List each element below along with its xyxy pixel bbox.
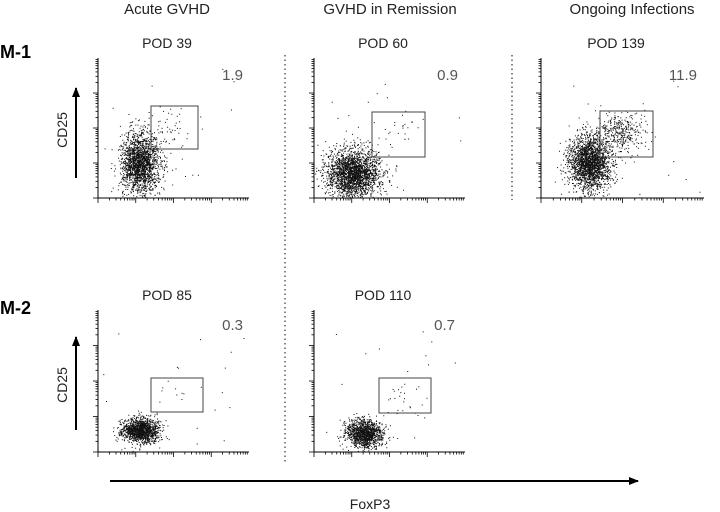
axis-ticks <box>536 59 703 203</box>
treg-gate <box>150 377 204 413</box>
scatter-points <box>104 68 235 198</box>
scatter-points <box>554 80 701 198</box>
plot-panel-pod-110: POD 110 0.7 <box>309 287 465 457</box>
scatter-points <box>326 331 456 452</box>
treg-gate <box>599 110 654 158</box>
gate-percentage: 11.9 <box>669 67 697 84</box>
axis-ticks <box>309 59 464 203</box>
plot-panel-pod-39: POD 39 1.9 <box>93 35 249 203</box>
plot-title: POD 139 <box>587 35 645 51</box>
column-title-acute-gvhd: Acute GVHD <box>124 1 210 18</box>
gate-percentage: 0.3 <box>222 317 243 334</box>
plot-title: POD 85 <box>142 287 192 303</box>
row-label-m2: M-2 <box>0 298 31 318</box>
gate-percentage: 0.7 <box>434 317 455 334</box>
event-dots <box>104 68 235 198</box>
event-dots <box>326 331 456 452</box>
gate-percentage: 1.9 <box>222 67 243 84</box>
column-title-ongoing-infections: Ongoing Infections <box>569 1 694 18</box>
plot-title: POD 39 <box>142 35 192 51</box>
scatter-points <box>103 333 245 452</box>
y-axis-label-bottom: CD25 <box>54 367 70 403</box>
plot-title: POD 60 <box>358 35 408 51</box>
axis-ticks <box>309 311 464 457</box>
treg-gate <box>150 105 199 150</box>
column-title-gvhd-remission: GVHD in Remission <box>323 1 456 18</box>
plot-panel-pod-139: POD 139 11.9 <box>536 35 704 203</box>
axis-ticks <box>93 311 248 457</box>
gate-percentage: 0.9 <box>437 67 458 84</box>
treg-gate <box>371 111 426 158</box>
event-dots <box>554 80 701 198</box>
plot-title: POD 110 <box>355 287 412 303</box>
x-axis-label: FoxP3 <box>350 496 391 512</box>
event-dots <box>315 83 462 198</box>
plot-panel-pod-85: POD 85 0.3 <box>93 287 249 457</box>
y-axis-label-top: CD25 <box>54 112 70 148</box>
axis-ticks <box>93 59 248 203</box>
treg-gate <box>378 377 432 414</box>
plot-panel-pod-60: POD 60 0.9 <box>309 35 465 203</box>
scatter-points <box>315 83 462 198</box>
event-dots <box>103 333 245 452</box>
row-label-m1: M-1 <box>0 42 31 62</box>
